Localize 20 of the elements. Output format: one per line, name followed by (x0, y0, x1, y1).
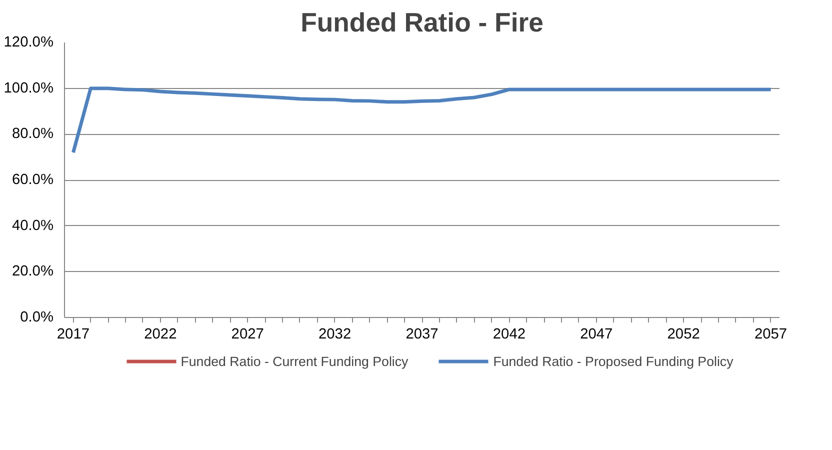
x-tick-label: 2057 (754, 326, 788, 342)
y-tick-label: 100.0% (4, 80, 54, 96)
y-tick-label: 40.0% (12, 218, 54, 234)
x-tick-label: 2047 (580, 326, 613, 342)
x-tick-label: 2042 (492, 326, 526, 342)
x-tick-label: 2027 (231, 326, 264, 342)
x-tick-label: 2032 (318, 326, 352, 342)
chart-title: Funded Ratio - Fire (300, 8, 544, 38)
x-tick-label: 2017 (56, 326, 90, 342)
y-tick-label: 0.0% (20, 310, 54, 326)
y-tick-label: 80.0% (12, 126, 54, 142)
x-tick-label: 2037 (406, 326, 438, 342)
legend-label: Funded Ratio - Current Funding Policy (180, 354, 408, 368)
y-tick-label: 60.0% (12, 172, 54, 188)
x-tick-label: 2052 (667, 326, 700, 342)
y-tick-label: 120.0% (4, 34, 54, 50)
x-tick-label: 2022 (144, 326, 177, 342)
legend-label: Funded Ratio - Proposed Funding Policy (493, 354, 734, 368)
y-tick-label: 20.0% (12, 264, 54, 280)
line-series (71, 86, 773, 154)
